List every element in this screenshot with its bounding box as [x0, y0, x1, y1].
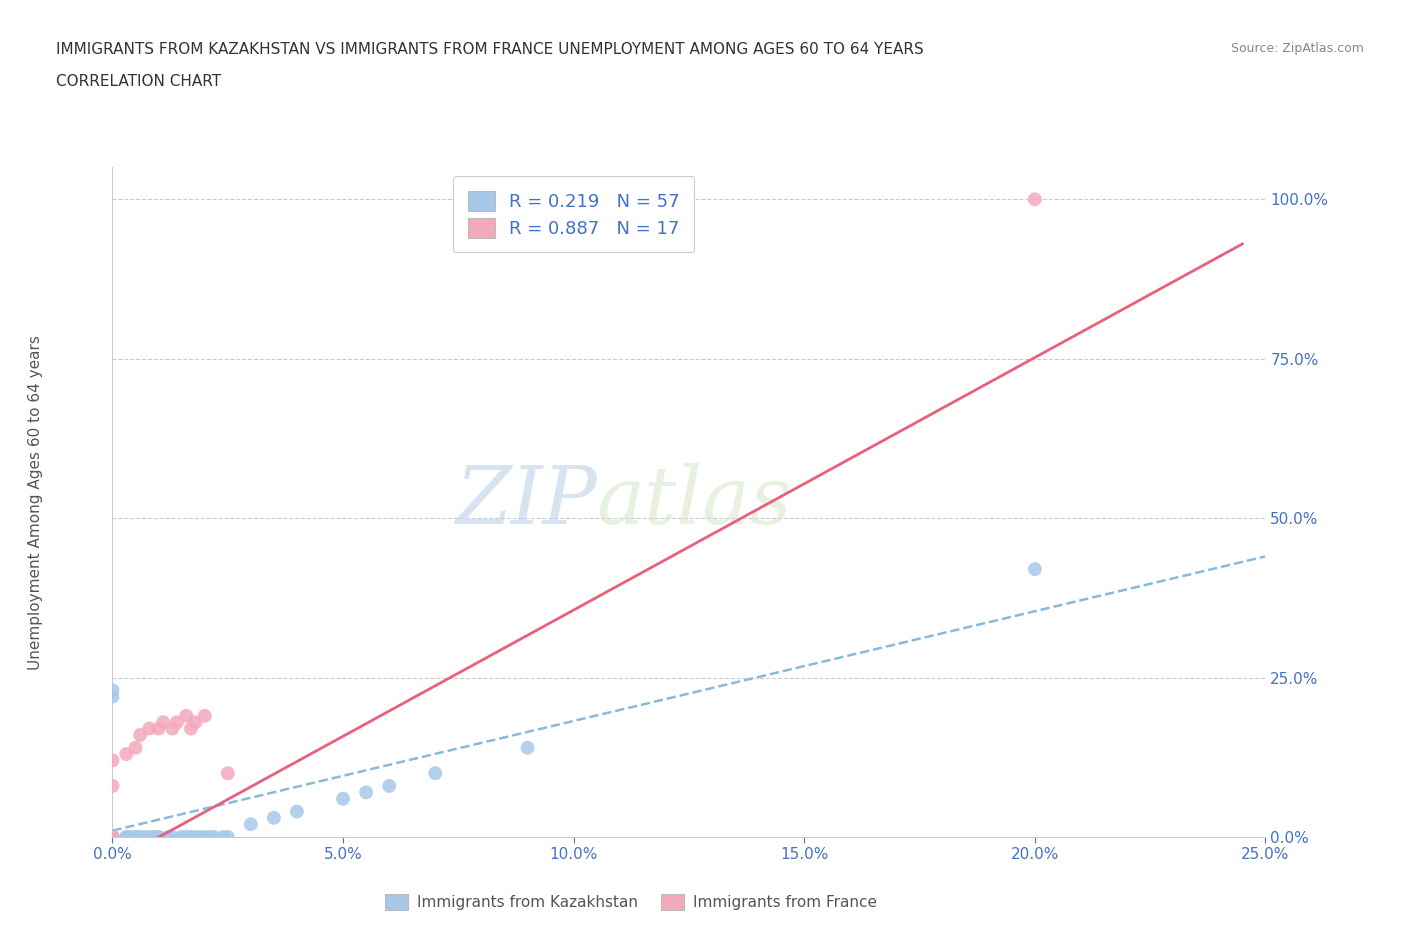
Point	[101, 830, 124, 844]
Point	[101, 830, 124, 844]
Point	[129, 727, 152, 742]
Point	[174, 830, 197, 844]
Point	[148, 830, 170, 844]
Point	[162, 721, 184, 736]
Point	[124, 830, 146, 844]
Point	[156, 830, 179, 844]
Text: Source: ZipAtlas.com: Source: ZipAtlas.com	[1230, 42, 1364, 55]
Point	[101, 830, 124, 844]
Text: ZIP: ZIP	[456, 463, 596, 541]
Point	[212, 830, 235, 844]
Point	[194, 830, 217, 844]
Point	[332, 791, 354, 806]
Point	[101, 830, 124, 844]
Point	[184, 715, 207, 730]
Point	[217, 830, 239, 844]
Point	[194, 709, 217, 724]
Point	[120, 830, 142, 844]
Point	[198, 830, 221, 844]
Point	[202, 830, 225, 844]
Point	[180, 830, 202, 844]
Point	[101, 689, 124, 704]
Point	[184, 830, 207, 844]
Point	[152, 715, 174, 730]
Point	[101, 830, 124, 844]
Point	[217, 765, 239, 780]
Text: CORRELATION CHART: CORRELATION CHART	[56, 74, 221, 89]
Point	[170, 830, 193, 844]
Point	[124, 740, 146, 755]
Point	[101, 830, 124, 844]
Point	[354, 785, 377, 800]
Point	[115, 747, 138, 762]
Point	[115, 830, 138, 844]
Point	[239, 817, 262, 831]
Point	[188, 830, 211, 844]
Point	[138, 830, 160, 844]
Point	[263, 810, 285, 825]
Point	[101, 683, 124, 698]
Point	[101, 830, 124, 844]
Point	[101, 830, 124, 844]
Point	[166, 715, 188, 730]
Point	[101, 830, 124, 844]
Point	[101, 830, 124, 844]
Point	[101, 830, 124, 844]
Point	[101, 830, 124, 844]
Text: atlas: atlas	[596, 463, 792, 541]
Point	[1024, 562, 1046, 577]
Point	[101, 830, 124, 844]
Point	[101, 830, 124, 844]
Point	[101, 830, 124, 844]
Point	[101, 830, 124, 844]
Point	[162, 830, 184, 844]
Legend: Immigrants from Kazakhstan, Immigrants from France: Immigrants from Kazakhstan, Immigrants f…	[380, 888, 883, 916]
Point	[101, 830, 124, 844]
Point	[101, 830, 124, 844]
Point	[143, 830, 166, 844]
Point	[1024, 192, 1046, 206]
Point	[134, 830, 156, 844]
Point	[180, 721, 202, 736]
Point	[101, 830, 124, 844]
Point	[101, 753, 124, 768]
Point	[516, 740, 538, 755]
Text: IMMIGRANTS FROM KAZAKHSTAN VS IMMIGRANTS FROM FRANCE UNEMPLOYMENT AMONG AGES 60 : IMMIGRANTS FROM KAZAKHSTAN VS IMMIGRANTS…	[56, 42, 924, 57]
Point	[138, 721, 160, 736]
Point	[378, 778, 401, 793]
Point	[115, 830, 138, 844]
Point	[148, 721, 170, 736]
Point	[285, 804, 308, 819]
Point	[148, 830, 170, 844]
Point	[101, 830, 124, 844]
Point	[124, 830, 146, 844]
Point	[174, 709, 197, 724]
Point	[101, 830, 124, 844]
Point	[101, 830, 124, 844]
Point	[101, 830, 124, 844]
Point	[425, 765, 447, 780]
Point	[101, 778, 124, 793]
Point	[129, 830, 152, 844]
Point	[101, 830, 124, 844]
Text: Unemployment Among Ages 60 to 64 years: Unemployment Among Ages 60 to 64 years	[28, 335, 42, 670]
